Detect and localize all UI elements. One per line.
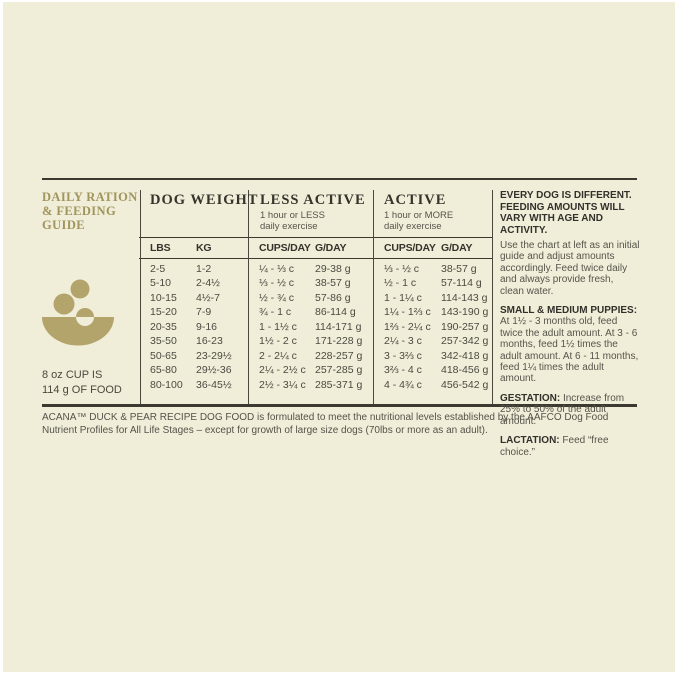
table-column-kg: 1-2 2-4½ 4½-7 7-9 9-16 16-23 23-29½ 29½-36 36-45…: [196, 262, 232, 392]
column-divider: [140, 190, 141, 404]
column-header-cups-active: CUPS/DAY: [384, 242, 436, 254]
table-cell: 50-65: [150, 349, 177, 362]
column-header-g-less: G/DAY: [315, 242, 347, 254]
table-cell: ½ - 1 c: [384, 277, 417, 290]
table-cell: ½ - ¾ c: [259, 291, 295, 304]
header-divider-rule: [139, 237, 492, 238]
table-cell: 86-114 g: [315, 306, 356, 319]
table-cell: 20-35: [150, 320, 177, 333]
dog-food-bowl-with-kibble-icon: [42, 279, 114, 346]
column-header-lbs: LBS: [150, 242, 171, 254]
table-top-rule: [42, 178, 637, 180]
gestation-text: Increase from 25% to 50% of the adult am…: [500, 392, 625, 427]
table-cell: 57-114 g: [441, 277, 482, 290]
table-cell: 342-418 g: [441, 349, 489, 362]
less-active-subtitle: 1 hour or LESS daily exercise: [260, 210, 325, 232]
table-cell: 1½ - 2 c: [259, 335, 297, 348]
table-cell: 10-15: [150, 291, 177, 304]
table-cell: 1 - 1½ c: [259, 320, 297, 333]
table-cell: 15-20: [150, 306, 177, 319]
active-subtitle: 1 hour or MORE daily exercise: [384, 210, 454, 232]
feeding-advice-panel: EVERY DOG IS DIFFERENT. FEEDING AMOUNTS …: [500, 190, 640, 458]
table-cell: 38-57 g: [441, 263, 477, 275]
table-cell: 3 - 3⅔ c: [384, 349, 422, 362]
dog-weight-header: DOG WEIGHT: [150, 192, 259, 208]
table-cell: 5-10: [150, 277, 172, 290]
table-cell: 456-542 g: [441, 378, 489, 391]
table-cell: 418-456 g: [441, 364, 489, 377]
advice-intro: Use the chart at left as an initial guid…: [500, 240, 640, 297]
table-cell: 7-9: [196, 306, 212, 319]
table-cell: 29-38 g: [315, 263, 351, 275]
table-cell: 1 - 1¼ c: [384, 291, 422, 304]
puppies-advice: SMALL & MEDIUM PUPPIES: At 1½ - 3 months…: [500, 305, 640, 385]
table-cell: ⅓ - ½ c: [384, 263, 420, 275]
gestation-advice: GESTATION: Increase from 25% to 50% of t…: [500, 393, 640, 427]
table-cell: 1-2: [196, 263, 212, 275]
cup-measure-note: 8 oz CUP IS 114 g OF FOOD: [42, 369, 122, 396]
label-background: [3, 2, 675, 672]
table-cell: 4 - 4¾ c: [384, 378, 422, 391]
gestation-label: GESTATION:: [500, 392, 561, 404]
table-cell: 1⅔ - 2¼ c: [384, 320, 431, 333]
column-header-cups-less: CUPS/DAY: [259, 242, 311, 254]
table-cell: 1¼ - 1⅔ c: [384, 306, 431, 319]
table-cell: 285-371 g: [315, 378, 363, 391]
table-cell: 36-45½: [196, 378, 232, 391]
table-cell: 190-257 g: [441, 320, 489, 333]
table-column-g-day-less-active: 29-38 g 38-57 g 57-86 g 86-114 g 114-171 g 17…: [315, 262, 362, 392]
table-cell: 65-80: [150, 364, 177, 377]
table-cell: 16-23: [196, 335, 223, 348]
column-divider: [492, 190, 493, 404]
table-cell: ⅓ - ½ c: [259, 277, 295, 290]
table-cell: ¾ - 1 c: [259, 306, 292, 319]
table-column-g-day-active: 38-57 g 57-114 g 114-143 g 143-190 g 190-257…: [441, 262, 488, 392]
table-cell: 257-285 g: [315, 364, 363, 377]
table-cell: 257-342 g: [441, 335, 489, 348]
table-cell: 80-100: [150, 378, 183, 391]
puppies-label: SMALL & MEDIUM PUPPIES:: [500, 305, 638, 317]
table-cell: 9-16: [196, 320, 218, 333]
table-cell: 2½ - 3¼ c: [259, 378, 306, 391]
column-divider: [248, 190, 249, 404]
table-cell: 228-257 g: [315, 349, 363, 362]
advice-heading: EVERY DOG IS DIFFERENT. FEEDING AMOUNTS …: [500, 190, 632, 236]
table-cell: 3⅔ - 4 c: [384, 364, 422, 377]
guide-title: DAILY RATION & FEEDING GUIDE: [42, 190, 138, 232]
table-cell: 2¼ - 2½ c: [259, 364, 306, 377]
lactation-advice: LACTATION: Feed “free choice.”: [500, 435, 640, 458]
lactation-label: LACTATION:: [500, 435, 560, 447]
table-cell: 2 - 2¼ c: [259, 349, 297, 362]
table-cell: 35-50: [150, 335, 177, 348]
table-cell: 23-29½: [196, 349, 232, 362]
table-cell: ¼ - ⅓ c: [259, 263, 295, 275]
puppies-text: At 1½ - 3 months old, feed twice the adu…: [500, 316, 639, 385]
table-cell: 29½-36: [196, 364, 232, 377]
table-cell: 4½-7: [196, 291, 220, 304]
table-cell: 2-5: [150, 263, 166, 275]
table-cell: 2¼ - 3 c: [384, 335, 422, 348]
column-header-g-active: G/DAY: [441, 242, 473, 254]
table-column-lbs: 2-5 5-10 10-15 15-20 20-35 35-50 50-65 65-80 80-…: [150, 262, 183, 392]
column-divider: [373, 190, 374, 404]
table-cell: 38-57 g: [315, 277, 351, 290]
table-cell: 143-190 g: [441, 306, 489, 319]
aafco-footnote: ACANA™ DUCK & PEAR RECIPE DOG FOOD is fo…: [42, 412, 609, 436]
table-cell: 171-228 g: [315, 335, 363, 348]
lactation-text: Feed “free choice.”: [500, 435, 609, 458]
table-bottom-rule: [42, 404, 637, 407]
column-header-kg: KG: [196, 242, 212, 254]
table-cell: 114-171 g: [315, 320, 362, 333]
less-active-header: LESS ACTIVE: [260, 192, 366, 208]
table-cell: 2-4½: [196, 277, 220, 290]
active-header: ACTIVE: [384, 192, 447, 208]
subheader-divider-rule: [139, 258, 492, 259]
table-cell: 57-86 g: [315, 291, 351, 304]
table-cell: 114-143 g: [441, 291, 488, 304]
